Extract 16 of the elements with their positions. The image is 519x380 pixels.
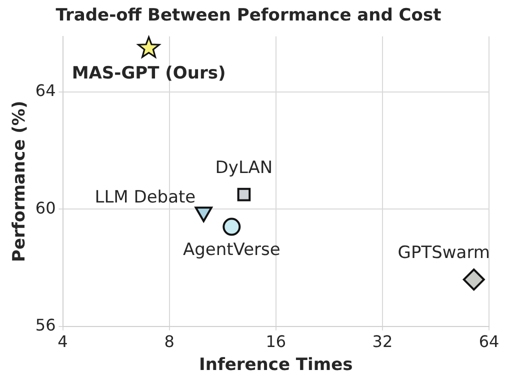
series-label: GPTSwarm — [398, 242, 490, 263]
chart-title: Trade-off Between Peformance and Cost — [56, 6, 442, 26]
series-label: AgentVerse — [182, 240, 280, 260]
y-tick-label: 60 — [35, 198, 56, 218]
x-tick-label: 8 — [164, 332, 174, 352]
series-label: LLM Debate — [94, 188, 196, 208]
x-tick-label: 64 — [478, 332, 500, 352]
x-axis-title: Inference Times — [199, 355, 353, 376]
x-tick-label: 32 — [372, 332, 393, 352]
series-label: DyLAN — [215, 158, 273, 178]
x-tick-label: 16 — [266, 332, 286, 352]
y-tick-label: 56 — [35, 316, 56, 335]
y-axis-title: Performance (%) — [10, 100, 30, 262]
series-label: MAS-GPT (Ours) — [72, 64, 226, 84]
x-tick-label: 4 — [58, 332, 68, 352]
y-tick-label: 64 — [35, 81, 56, 100]
